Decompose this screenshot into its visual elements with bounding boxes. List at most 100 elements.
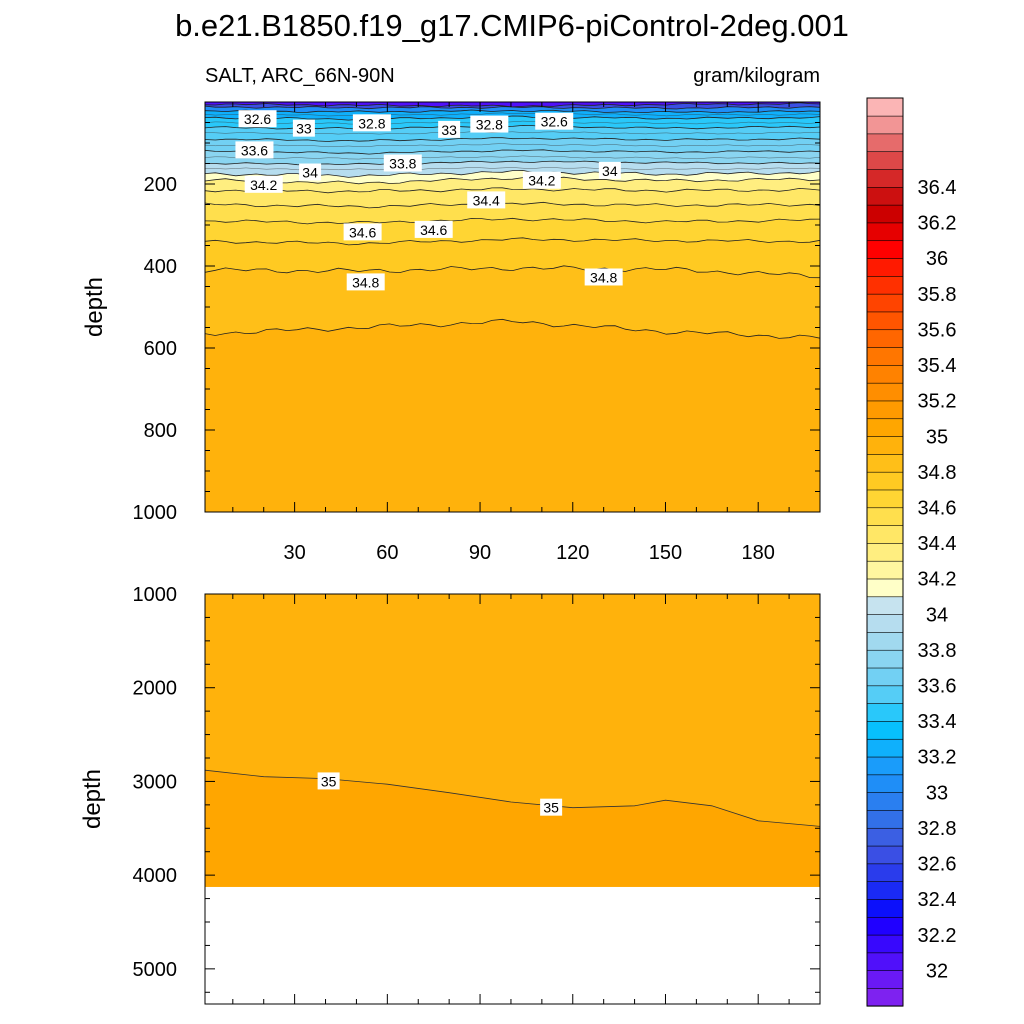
- y-tick-label: 600: [144, 338, 177, 360]
- contour-line: [204, 237, 821, 246]
- contour-line: [204, 318, 821, 339]
- contour-line: [204, 115, 821, 121]
- colorbar-box: [866, 685, 904, 704]
- colorbar-label: 32.6: [918, 854, 957, 876]
- contour-label: 34.2: [250, 177, 277, 193]
- colorbar-box: [866, 631, 904, 651]
- contour-label-bg: [584, 268, 623, 286]
- colorbar-label: 32: [926, 960, 948, 982]
- colorbar-frame: [866, 97, 904, 1007]
- contour-line: [204, 187, 821, 194]
- x-tick-label: 120: [556, 542, 589, 564]
- colorbar-box: [866, 703, 904, 722]
- contour-label-bg: [346, 273, 385, 291]
- colorbar-box: [866, 382, 904, 402]
- contour-label: 32.8: [476, 117, 503, 133]
- colorbar-box: [866, 827, 904, 847]
- contour-label-bg: [438, 120, 461, 138]
- colorbar-box: [866, 435, 904, 455]
- colorbar-box: [866, 293, 904, 313]
- colorbar-label: 32.8: [918, 818, 957, 840]
- x-tick-label: 90: [469, 542, 491, 564]
- colorbar-box: [866, 168, 904, 188]
- colorbar-box: [866, 596, 904, 615]
- colorbar-box: [866, 987, 904, 1007]
- colorbar-box: [866, 151, 904, 170]
- contour-label-bg: [383, 154, 422, 172]
- colorbar-box: [866, 204, 904, 224]
- contour-label: 32.6: [244, 111, 271, 127]
- bottom-panel-contour-labels: 35 35: [317, 772, 563, 816]
- contour-line: [204, 201, 821, 209]
- contour-label: 34.8: [590, 269, 617, 285]
- contour-label-bg: [292, 119, 315, 137]
- colorbar-box: [866, 240, 904, 259]
- bottom-panel-1000-5000m: 35 35 1000 2000 3000 4000 5000 depth: [79, 584, 821, 1005]
- colorbar-box: [866, 186, 904, 206]
- contour-label-bg: [352, 114, 391, 132]
- contour-label: 33: [441, 122, 457, 138]
- colorbar-box: [866, 738, 904, 758]
- colorbar-box: [866, 720, 904, 740]
- colorbar-label: 35.4: [918, 355, 957, 377]
- contour-label-bg: [238, 110, 277, 128]
- colorbar-box: [866, 453, 904, 473]
- contour-label: 33.8: [389, 156, 416, 172]
- contour-line: [204, 102, 821, 108]
- deep-salinity-region: [205, 770, 820, 887]
- contour-label: 33: [296, 121, 312, 137]
- contour-label-bg: [522, 171, 561, 189]
- contour-label-bg: [235, 141, 274, 159]
- colorbar-label: 34: [926, 604, 948, 626]
- y-tick-label: 200: [144, 174, 177, 196]
- colorbar-label: 35.2: [918, 391, 957, 413]
- colorbar-label: 33.4: [918, 711, 957, 733]
- colorbar-box: [866, 329, 904, 348]
- colorbar-label: 33: [926, 782, 948, 804]
- contour-label: 33.6: [241, 142, 268, 158]
- colorbar-box: [866, 649, 904, 669]
- y-tick-label: 800: [144, 420, 177, 442]
- top-panel-y-axis-label: depth: [81, 277, 108, 337]
- colorbar-box: [866, 863, 904, 882]
- colorbar-box: [866, 756, 904, 776]
- contour-label: 34: [602, 163, 618, 179]
- contour-label: 34.2: [528, 173, 555, 189]
- colorbar-box: [866, 542, 904, 562]
- contour-label: 34.4: [473, 192, 500, 208]
- x-tick-label: 150: [649, 542, 682, 564]
- colorbar-box: [866, 311, 904, 331]
- colorbar-box: [866, 418, 904, 437]
- bottom-panel-y-axis-label: depth: [79, 769, 106, 829]
- top-panel-contour-lines: [204, 102, 821, 339]
- colorbar-box: [866, 952, 904, 971]
- colorbar-box: [866, 133, 904, 153]
- contour-label-bg: [535, 112, 574, 130]
- colorbar-label: 35: [926, 426, 948, 448]
- y-tick-label: 4000: [133, 865, 178, 887]
- contour-label-bg: [540, 798, 563, 816]
- colorbar-label: 35.8: [918, 284, 957, 306]
- colorbar-box: [866, 578, 904, 598]
- contour-label: 32.6: [541, 114, 568, 130]
- colorbar-label: 35.6: [918, 320, 957, 342]
- colorbar-box: [866, 400, 904, 420]
- variable-region-label: SALT, ARC_66N-90N: [205, 65, 395, 87]
- contour-label: 35: [543, 800, 559, 816]
- y-tick-label: 1000: [133, 502, 178, 524]
- contour-label-bg: [244, 175, 283, 193]
- colorbar-box: [866, 471, 904, 491]
- colorbar-label: 32.2: [918, 925, 957, 947]
- colorbar-label: 33.2: [918, 747, 957, 769]
- colorbar-label: 36: [926, 248, 948, 270]
- x-tick-label: 30: [283, 542, 305, 564]
- top-panel-contour-labels: 32.6 33 32.8 33 32.8 32.6 33.6 34 33.8 34 34.2 34.2…: [235, 110, 623, 291]
- contour-line: [204, 217, 821, 225]
- contour-label-bg: [317, 772, 340, 790]
- contour-line: [204, 137, 821, 142]
- contour-line: [204, 143, 821, 148]
- contour-label: 34.6: [420, 222, 447, 238]
- colorbar-label: 36.4: [918, 177, 957, 199]
- x-tick-label: 180: [742, 542, 775, 564]
